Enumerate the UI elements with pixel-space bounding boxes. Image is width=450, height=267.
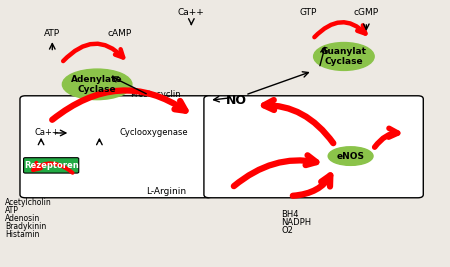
Text: Rezeptoren: Rezeptoren bbox=[24, 161, 79, 170]
Text: Ca++: Ca++ bbox=[34, 128, 59, 137]
Text: ATP: ATP bbox=[5, 206, 19, 215]
Text: cAMP: cAMP bbox=[108, 29, 132, 38]
Text: eNOS: eNOS bbox=[337, 152, 365, 160]
Text: NO: NO bbox=[226, 94, 247, 107]
Text: Prostacyclin: Prostacyclin bbox=[130, 91, 181, 100]
Text: NADPH: NADPH bbox=[281, 218, 311, 227]
Text: Cyclooxygenase: Cyclooxygenase bbox=[120, 128, 188, 137]
Text: Histamin: Histamin bbox=[5, 230, 40, 239]
Text: Guanylat
Cyclase: Guanylat Cyclase bbox=[321, 47, 367, 66]
FancyBboxPatch shape bbox=[23, 158, 79, 173]
Text: BH4: BH4 bbox=[281, 210, 299, 219]
Text: cGMP: cGMP bbox=[354, 8, 379, 17]
Ellipse shape bbox=[328, 147, 373, 165]
FancyBboxPatch shape bbox=[20, 96, 212, 198]
Text: ATP: ATP bbox=[44, 29, 60, 38]
Text: L-Arginin: L-Arginin bbox=[147, 187, 187, 197]
Text: Acetylcholin: Acetylcholin bbox=[5, 198, 52, 207]
Text: GTP: GTP bbox=[299, 8, 317, 17]
FancyBboxPatch shape bbox=[204, 96, 423, 198]
Ellipse shape bbox=[63, 69, 132, 100]
Text: O2: O2 bbox=[281, 226, 293, 235]
Text: Adenosin: Adenosin bbox=[5, 214, 40, 223]
Text: Ca++: Ca++ bbox=[178, 8, 205, 17]
Text: Adenylate
Cyclase: Adenylate Cyclase bbox=[72, 75, 123, 94]
Text: Bradykinin: Bradykinin bbox=[5, 222, 46, 231]
Ellipse shape bbox=[314, 42, 374, 70]
